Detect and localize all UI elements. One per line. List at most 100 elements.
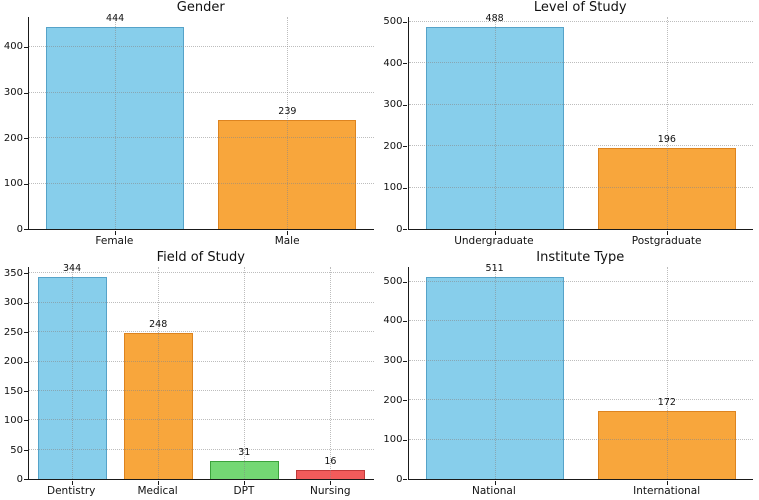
gridline-h bbox=[408, 399, 753, 401]
bar-value-label: 248 bbox=[149, 319, 168, 331]
gridline-v bbox=[158, 267, 160, 479]
y-tick-label: 0 bbox=[396, 224, 403, 235]
y-tick-mark bbox=[403, 63, 407, 65]
bar-value-label: 172 bbox=[657, 397, 676, 409]
y-tick-label: 300 bbox=[383, 355, 403, 367]
gridline-v bbox=[244, 267, 246, 479]
bar-dpt bbox=[209, 460, 279, 479]
chart-field-of-study: Field of Study 0 50 100 150 200 250 300 350 344… bbox=[0, 250, 380, 500]
y-tick-label: 400 bbox=[3, 41, 23, 53]
y-tick-label: 200 bbox=[383, 394, 403, 406]
y-tick-label: 100 bbox=[383, 434, 403, 446]
x-tick-label: Postgraduate bbox=[631, 235, 702, 247]
y-tick-mark bbox=[23, 47, 28, 49]
y-tick-label: 0 bbox=[396, 474, 403, 485]
x-tick-label: International bbox=[633, 485, 701, 497]
gridline-h bbox=[29, 389, 374, 391]
gridline-h bbox=[29, 182, 374, 184]
x-tick-mark bbox=[158, 480, 160, 485]
gridline-h bbox=[29, 301, 374, 303]
x-axis-gender: Female Male bbox=[28, 230, 374, 250]
x-tick-label: Medical bbox=[137, 485, 178, 497]
chart-level-of-study: Level of Study 0 100 200 300 400 500 488 196 U… bbox=[380, 0, 759, 250]
gridline-h bbox=[408, 320, 753, 322]
gridline-h bbox=[408, 103, 753, 105]
x-tick-label: Male bbox=[274, 235, 300, 247]
y-tick-mark bbox=[403, 229, 407, 230]
x-tick-mark bbox=[666, 480, 668, 485]
gridline-h bbox=[408, 438, 753, 440]
y-tick-mark bbox=[403, 104, 407, 106]
bar-value-label: 344 bbox=[62, 262, 82, 274]
y-tick-mark bbox=[23, 183, 28, 185]
x-tick-label: Undergraduate bbox=[454, 235, 534, 247]
y-tick-mark bbox=[23, 229, 28, 230]
y-tick-label: 250 bbox=[3, 326, 23, 338]
y-tick-label: 50 bbox=[10, 444, 23, 456]
x-tick-mark bbox=[494, 230, 496, 235]
gridline-h bbox=[29, 360, 374, 362]
y-tick-mark bbox=[403, 321, 407, 323]
y-tick-mark bbox=[403, 479, 407, 480]
chart-title-level-of-study: Level of Study bbox=[533, 0, 627, 15]
y-tick-mark bbox=[403, 439, 407, 441]
gridline-h bbox=[408, 280, 753, 282]
y-tick-label: 500 bbox=[383, 16, 403, 27]
bar-value-label: 444 bbox=[106, 13, 125, 25]
bar-value-label: 239 bbox=[278, 106, 297, 118]
bar-value-label: 16 bbox=[324, 455, 337, 467]
plot-area-gender: 444 239 bbox=[23, 13, 374, 235]
y-tick-mark bbox=[403, 187, 407, 189]
bar-value-label: 31 bbox=[238, 446, 251, 458]
chart-title-institute-type: Institute Type bbox=[536, 250, 625, 265]
gridline-h bbox=[408, 359, 753, 361]
y-tick-label: 0 bbox=[16, 474, 23, 485]
x-axis-level-of-study: Undergraduate Postgraduate bbox=[408, 230, 754, 250]
gridline-h bbox=[408, 20, 753, 22]
y-tick-mark bbox=[23, 361, 28, 363]
y-tick-label: 300 bbox=[3, 297, 23, 308]
bar-value-label: 488 bbox=[485, 12, 504, 24]
gridline-h bbox=[29, 272, 374, 274]
x-tick-label: Dentistry bbox=[47, 485, 96, 497]
x-tick-mark bbox=[330, 480, 332, 485]
y-tick-label: 150 bbox=[3, 385, 23, 397]
gridline-h bbox=[29, 331, 374, 333]
chart-institute-type: Institute Type 0 100 200 300 400 500 511 172 N… bbox=[380, 250, 759, 500]
y-tick-mark bbox=[403, 146, 407, 148]
y-axis-gender: 0 100 200 300 400 bbox=[0, 17, 26, 235]
x-tick-mark bbox=[72, 480, 74, 485]
bar-postgraduate bbox=[597, 147, 736, 229]
plot-area-level-of-study: 488 196 bbox=[403, 12, 753, 235]
bar-nursing bbox=[295, 469, 365, 479]
y-tick-mark bbox=[403, 400, 407, 402]
gridline-v bbox=[115, 17, 117, 229]
x-tick-label: Nursing bbox=[310, 485, 351, 497]
y-tick-label: 200 bbox=[3, 132, 23, 144]
y-tick-mark bbox=[403, 281, 407, 283]
y-tick-label: 100 bbox=[3, 178, 23, 190]
bar-international bbox=[597, 411, 736, 479]
gridline-v bbox=[666, 267, 668, 479]
gridline-v bbox=[494, 267, 496, 479]
bar-value-label: 196 bbox=[657, 133, 676, 145]
y-axis-level-of-study: 0 100 200 300 400 500 bbox=[380, 16, 406, 235]
x-tick-mark bbox=[244, 480, 246, 485]
chart-title-gender: Gender bbox=[176, 0, 225, 15]
y-tick-label: 200 bbox=[3, 356, 23, 367]
bar-undergraduate bbox=[425, 26, 564, 229]
y-tick-mark bbox=[23, 390, 28, 392]
x-tick-label: DPT bbox=[233, 485, 255, 497]
gridline-v bbox=[330, 267, 332, 479]
bar-national bbox=[425, 277, 564, 479]
y-tick-mark bbox=[23, 479, 28, 480]
y-tick-mark bbox=[23, 332, 28, 334]
gridline-v bbox=[72, 267, 74, 479]
gridline-v bbox=[666, 17, 668, 229]
y-tick-label: 400 bbox=[383, 315, 403, 327]
gridline-h bbox=[408, 186, 753, 188]
gridline-h bbox=[29, 419, 374, 421]
y-tick-mark bbox=[403, 360, 407, 362]
y-tick-label: 350 bbox=[3, 267, 23, 279]
